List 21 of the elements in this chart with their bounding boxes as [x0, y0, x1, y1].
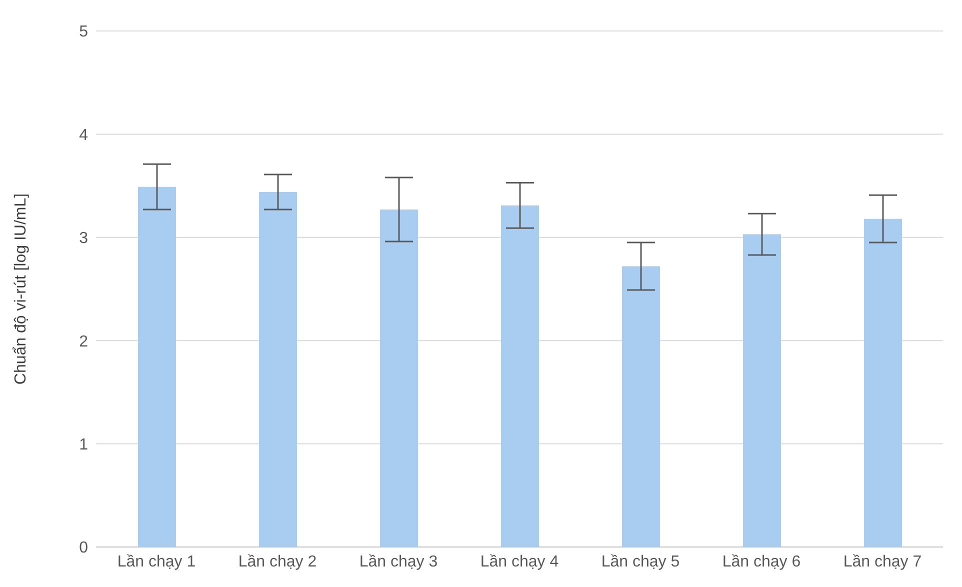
- x-tick-label: Lần chạy 4: [480, 553, 559, 570]
- x-tick-label: Lần chạy 1: [117, 553, 196, 570]
- bar: [743, 234, 781, 547]
- x-tick-label: Lần chạy 5: [601, 553, 680, 570]
- y-tick-label: 5: [79, 24, 88, 41]
- y-tick-label: 0: [79, 540, 88, 557]
- y-tick-label: 4: [79, 126, 88, 144]
- bar: [501, 205, 539, 547]
- x-tick-label: Lần chạy 7: [843, 553, 922, 570]
- y-tick-label: 1: [79, 436, 88, 454]
- bar: [138, 186, 176, 547]
- x-tick-label: Lần chạy 2: [238, 553, 317, 570]
- bar: [259, 192, 297, 547]
- bar: [864, 218, 902, 547]
- x-tick-label: Lần chạy 6: [722, 553, 801, 570]
- y-tick-label: 3: [79, 230, 88, 248]
- y-axis-title: Chuẩn độ vi-rút [log IU/mL]: [12, 193, 30, 385]
- bar: [380, 210, 418, 547]
- y-tick-label: 2: [79, 333, 88, 350]
- x-tick-label: Lần chạy 3: [359, 553, 438, 570]
- bar: [622, 266, 660, 547]
